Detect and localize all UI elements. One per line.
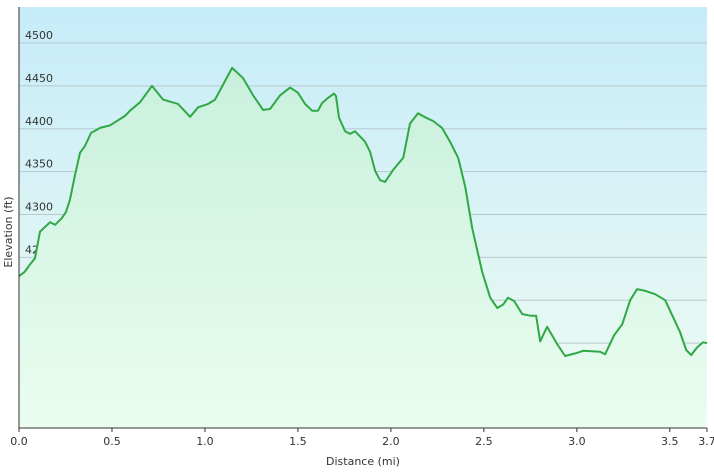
y-tick-label: 4350 [25, 158, 53, 171]
x-tick-label: 2.0 [382, 435, 400, 448]
y-tick-label: 4300 [25, 200, 53, 213]
x-tick-label: 3.7 [698, 435, 714, 448]
x-tick-label: 3.0 [568, 435, 586, 448]
x-tick-label: 1.0 [196, 435, 214, 448]
x-tick-label: 1.5 [289, 435, 307, 448]
x-tick-label: 3.5 [661, 435, 679, 448]
x-tick-label: 0.5 [103, 435, 121, 448]
x-tick-label: 0.0 [10, 435, 28, 448]
y-tick-label: 4400 [25, 115, 53, 128]
y-tick-label: 4500 [25, 29, 53, 42]
y-axis-label: Elevation (ft) [2, 196, 15, 267]
y-tick-label: 4450 [25, 72, 53, 85]
x-tick-label: 2.5 [475, 435, 493, 448]
elevation-area [19, 67, 707, 429]
elevation-line [18, 66, 708, 357]
x-axis-label: Distance (mi) [326, 455, 400, 468]
